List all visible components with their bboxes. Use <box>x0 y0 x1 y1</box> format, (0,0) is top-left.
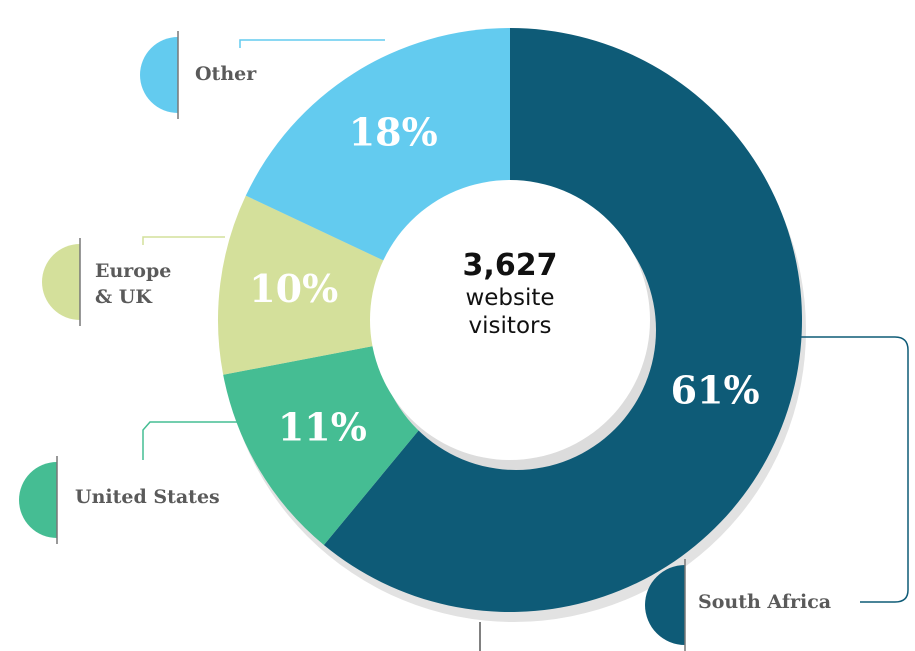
legend-label: Other <box>195 63 257 85</box>
slice-label: 61% <box>671 367 760 412</box>
legend-label: Europe & UK <box>95 260 172 308</box>
center-text: website visitors <box>465 285 555 339</box>
center-title: 3,627 <box>462 248 558 283</box>
connector <box>239 39 385 48</box>
donut-hole <box>370 180 650 460</box>
connector <box>142 236 225 245</box>
connector <box>142 421 240 460</box>
legend-marker <box>42 244 80 320</box>
slice-label: 18% <box>349 109 438 154</box>
legend <box>19 31 686 651</box>
legend-marker <box>19 462 57 538</box>
legend-label: South Africa <box>698 591 832 613</box>
legend-marker <box>140 37 178 113</box>
legend-marker <box>645 565 685 645</box>
slice-label: 11% <box>278 404 367 449</box>
slice-label: 10% <box>249 266 338 311</box>
legend-label: United States <box>75 486 220 508</box>
connector <box>800 336 909 603</box>
center-label: 3,627 website visitors <box>440 248 580 340</box>
